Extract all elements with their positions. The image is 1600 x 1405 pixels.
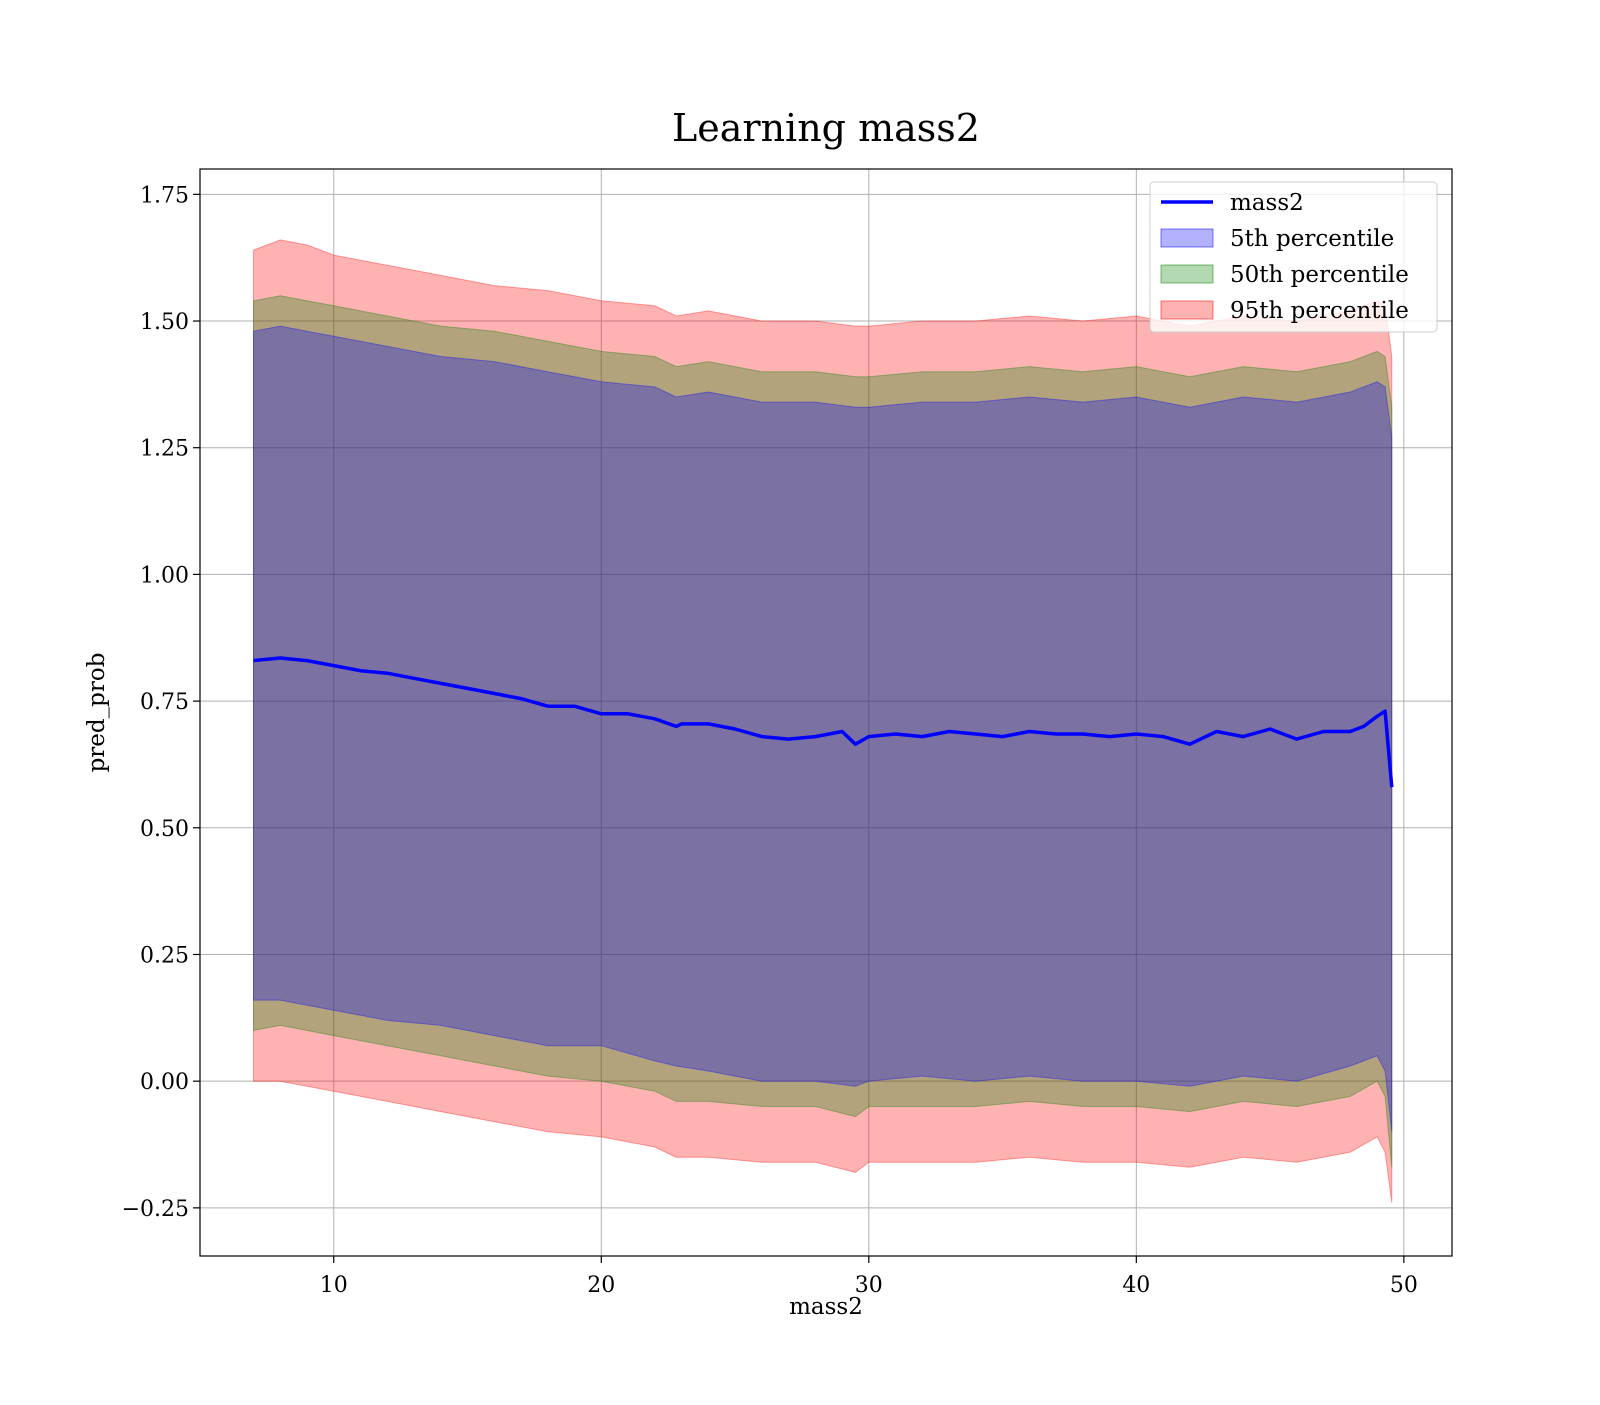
y-axis-label: pred_prob [84, 653, 110, 773]
y-tick-label: 1.00 [140, 563, 189, 588]
y-tick-label: 1.25 [140, 437, 189, 462]
x-tick-label: 30 [855, 1273, 883, 1298]
x-tick-label: 20 [587, 1273, 615, 1298]
y-tick-label: 0.50 [140, 817, 189, 842]
band-95th-percentile [253, 239, 1393, 1203]
band-layer [253, 239, 1393, 1203]
legend-label-50th-percentile: 50th percentile [1230, 262, 1409, 288]
legend-label-mass2: mass2 [1230, 190, 1304, 216]
band-50th-percentile [253, 295, 1393, 1168]
x-tick-label: 40 [1122, 1273, 1150, 1298]
legend-swatch-95th-percentile [1160, 300, 1214, 320]
y-tick-label: 0.00 [140, 1070, 189, 1095]
line-layer [253, 656, 1394, 788]
y-tick-label: 0.75 [140, 690, 189, 715]
band-5th-percentile [253, 325, 1393, 1132]
x-axis-label: mass2 [789, 1294, 863, 1320]
legend-swatch-50th-percentile [1160, 264, 1214, 284]
legend: mass2 5th percentile 50th percentile 95t… [1149, 181, 1438, 333]
y-tick-label: 1.50 [140, 310, 189, 335]
x-tick-label: 10 [320, 1273, 348, 1298]
x-tick-label: 50 [1390, 1273, 1418, 1298]
y-tick-label: 0.25 [140, 943, 189, 968]
line-mass2 [253, 656, 1394, 788]
y-tick-label: −0.25 [122, 1197, 189, 1222]
legend-box [1149, 181, 1438, 333]
legend-label-5th-percentile: 5th percentile [1230, 226, 1394, 252]
plot-frame [199, 168, 1453, 1257]
chart-title: Learning mass2 [672, 106, 980, 150]
legend-label-95th-percentile: 95th percentile [1230, 298, 1409, 324]
y-tick-label: 1.75 [140, 183, 189, 208]
tick-layer: 10 20 30 40 50 −0.25 0.00 0.25 0.50 0.75 1.00 1.25 1… [122, 183, 1418, 1298]
legend-swatch-5th-percentile [1160, 228, 1214, 248]
